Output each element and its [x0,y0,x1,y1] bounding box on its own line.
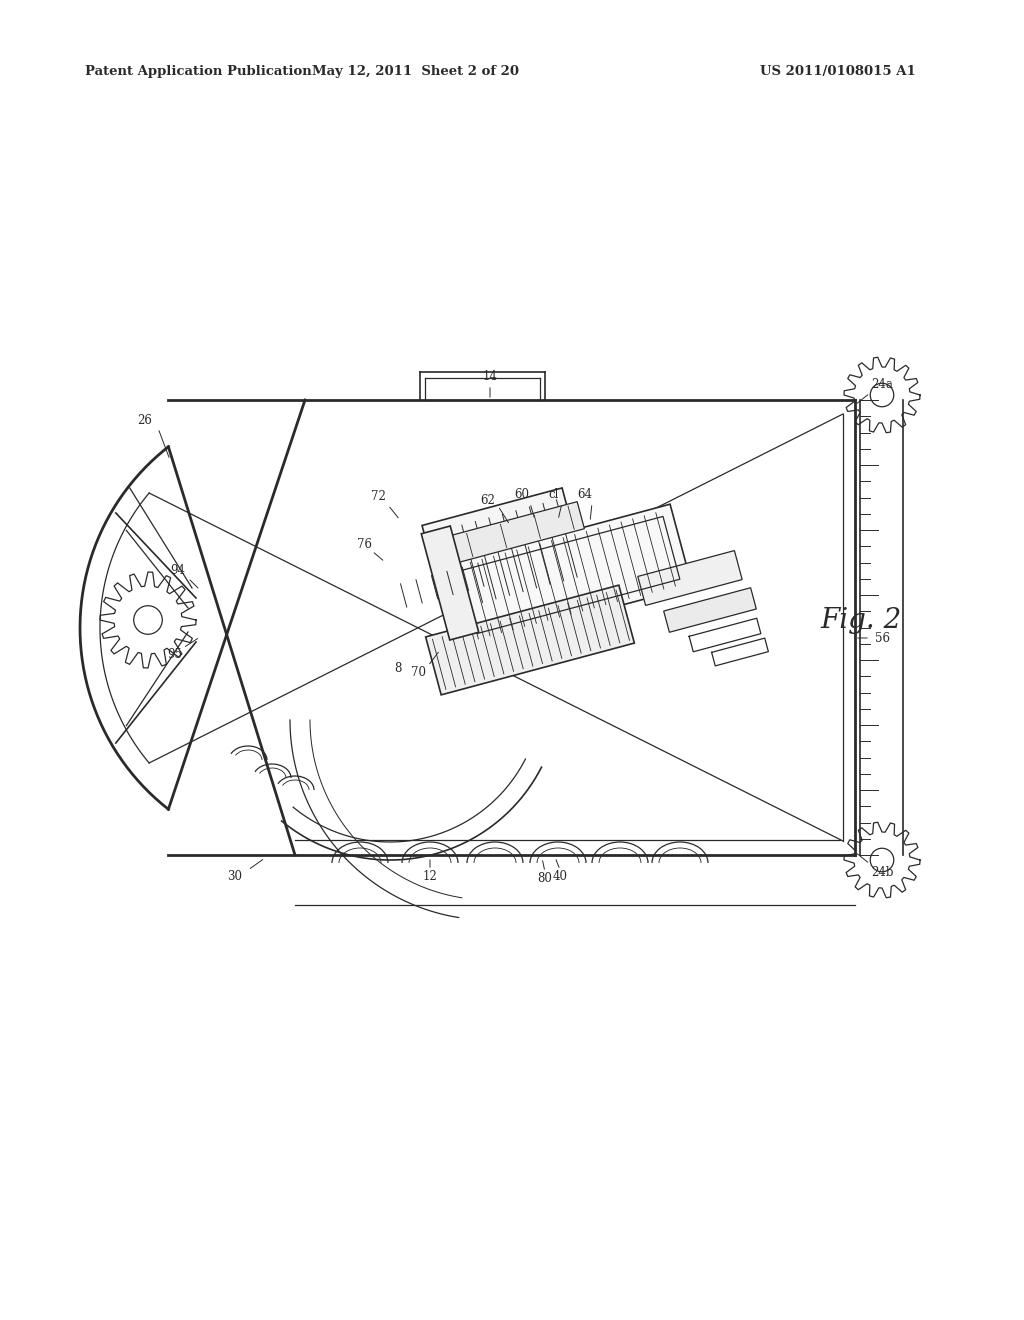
Text: 95: 95 [168,648,182,661]
Text: 72: 72 [371,491,385,503]
Polygon shape [426,585,634,694]
Text: 64: 64 [578,488,593,502]
Text: May 12, 2011  Sheet 2 of 20: May 12, 2011 Sheet 2 of 20 [311,66,518,78]
Text: 56: 56 [874,631,890,644]
Polygon shape [421,525,479,640]
Text: 14: 14 [482,371,498,384]
Text: 94: 94 [171,564,185,577]
Polygon shape [638,550,742,606]
Polygon shape [422,488,588,622]
Text: Fig. 2: Fig. 2 [820,606,901,634]
Text: 8: 8 [394,661,401,675]
Text: 26: 26 [137,413,153,426]
Text: 80: 80 [538,871,552,884]
Polygon shape [447,504,692,645]
Text: 24b: 24b [870,866,893,879]
Text: 70: 70 [411,667,426,680]
Text: Patent Application Publication: Patent Application Publication [85,66,311,78]
Text: 76: 76 [357,537,373,550]
Text: 62: 62 [480,494,496,507]
Text: 60: 60 [514,488,529,502]
Text: 12: 12 [423,870,437,883]
Polygon shape [664,587,757,632]
Text: 24a: 24a [871,379,893,392]
Text: 40: 40 [553,870,567,883]
Text: US 2011/0108015 A1: US 2011/0108015 A1 [760,66,915,78]
Text: cl: cl [549,488,559,502]
Text: 30: 30 [227,870,243,883]
Polygon shape [452,502,585,562]
